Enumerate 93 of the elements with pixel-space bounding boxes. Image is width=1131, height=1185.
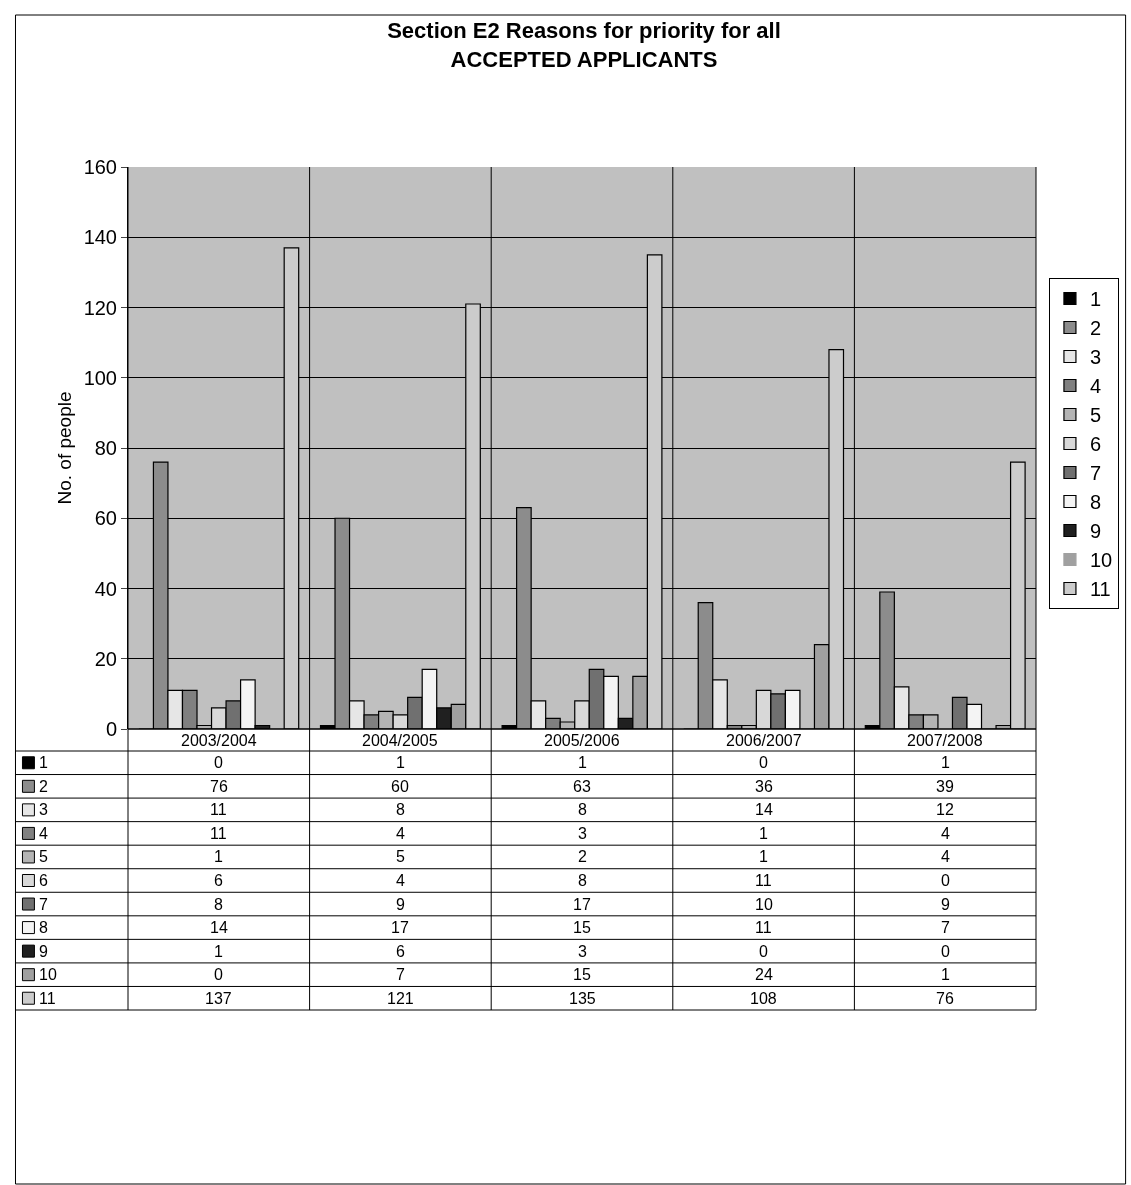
y-tick-label: 0 <box>105 718 117 740</box>
text: 9 <box>39 943 48 960</box>
legend-label: 1 <box>39 754 48 771</box>
data-label: 7 <box>941 919 950 936</box>
text: 1 <box>1089 288 1102 311</box>
data-label: 121 <box>387 990 414 1007</box>
y-tick-label: 120 <box>83 296 117 319</box>
y-axis-title: No. of people <box>54 391 76 505</box>
text: 7 <box>39 896 48 913</box>
data-label: 0 <box>941 943 950 960</box>
data-label: 108 <box>750 990 777 1007</box>
chart-title: Section E2 Reasons for priority for all ACCEPTED APPLICANTS <box>387 18 781 72</box>
y-tick-label: 80 <box>94 437 117 459</box>
data-label: 10 <box>755 896 773 913</box>
data-label: 8 <box>396 801 405 818</box>
data-label: 1 <box>214 848 223 865</box>
y-tick-label: 140 <box>83 226 117 249</box>
data-label: 39 <box>936 778 954 795</box>
data-label: 63 <box>573 778 591 795</box>
legend-label: 8 <box>1089 491 1102 514</box>
data-label: 14 <box>210 919 228 936</box>
y-tick-label: 60 <box>94 507 117 530</box>
text: 4 <box>1089 375 1102 398</box>
data-label: 0 <box>759 754 768 771</box>
y-tick-label: 20 <box>94 647 117 670</box>
data-label: 4 <box>396 872 405 889</box>
data-label: 1 <box>578 754 587 771</box>
data-label: 4 <box>396 825 405 842</box>
data-label: 17 <box>391 919 409 936</box>
x-tick-label: 2006/2007 <box>726 732 802 749</box>
data-label: 1 <box>941 966 950 983</box>
legend-label: 3 <box>39 801 48 818</box>
data-label: 8 <box>578 872 587 889</box>
data-label: 1 <box>941 754 950 771</box>
text: 6 <box>1089 433 1102 456</box>
x-tick-label: 2005/2006 <box>544 732 620 749</box>
data-label: 36 <box>755 778 773 795</box>
data-label: 2 <box>578 848 587 865</box>
data-label: 1 <box>759 848 768 865</box>
data-label: 12 <box>936 801 954 818</box>
data-label: 3 <box>578 943 587 960</box>
data-label: 137 <box>205 990 232 1007</box>
text: 10 <box>39 966 57 983</box>
data-label: 11 <box>755 872 772 889</box>
data-label: 8 <box>578 801 587 818</box>
data-label: 5 <box>396 848 405 865</box>
data-label: 76 <box>936 990 954 1007</box>
data-label: 60 <box>391 778 409 795</box>
data-label: 0 <box>941 872 950 889</box>
legend-label: 11 <box>1089 578 1111 601</box>
text: 5 <box>1089 404 1102 427</box>
data-label: 135 <box>569 990 596 1007</box>
legend-label: 10 <box>1089 549 1113 572</box>
data-label: 0 <box>759 943 768 960</box>
legend-label: 5 <box>39 848 48 865</box>
data-label: 14 <box>755 801 773 818</box>
data-label: 9 <box>941 896 950 913</box>
legend-label: 4 <box>39 825 48 842</box>
data-label: 15 <box>573 966 591 983</box>
text: 11 <box>39 990 56 1007</box>
data-label: 11 <box>210 825 227 842</box>
text: 8 <box>39 919 48 936</box>
data-label: 0 <box>214 754 223 771</box>
data-label: 6 <box>396 943 405 960</box>
x-tick-label: 2003/2004 <box>181 732 257 749</box>
legend-label: 2 <box>39 778 48 795</box>
data-label: 11 <box>210 801 227 818</box>
data-label: 15 <box>573 919 591 936</box>
x-tick-label: 2007/2008 <box>907 732 983 749</box>
data-label: 17 <box>573 896 591 913</box>
data-label: 24 <box>755 966 773 983</box>
text: 3 <box>1089 346 1102 369</box>
legend-label: 6 <box>39 872 48 889</box>
data-label: 3 <box>578 825 587 842</box>
y-tick-label: 160 <box>83 156 117 178</box>
data-label: 7 <box>396 966 405 983</box>
data-label: 1 <box>759 825 768 842</box>
x-tick-label: 2004/2005 <box>362 732 438 749</box>
legend-label: 7 <box>1089 462 1102 485</box>
data-label: 4 <box>941 825 950 842</box>
data-label: 6 <box>214 872 223 889</box>
data-label: 1 <box>396 754 405 771</box>
y-tick-label: 100 <box>83 366 117 389</box>
data-label: 9 <box>396 896 405 913</box>
data-label: 8 <box>214 896 223 913</box>
legend-label: 9 <box>1089 520 1102 543</box>
data-label: 4 <box>941 848 950 865</box>
data-label: 11 <box>755 919 772 936</box>
data-label: 76 <box>210 778 228 795</box>
data-label: 1 <box>214 943 223 960</box>
text: 2 <box>1089 317 1102 340</box>
y-tick-label: 40 <box>94 577 117 600</box>
data-label: 0 <box>214 966 223 983</box>
